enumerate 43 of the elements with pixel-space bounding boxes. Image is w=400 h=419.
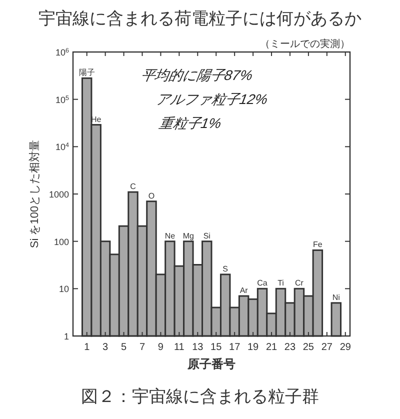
y-tick-label: 10$^{6}$ [55,47,70,58]
annotation: Mg [182,231,194,240]
x-tick-label: 13 [192,342,204,353]
x-tick-label: 5 [121,342,127,353]
x-tick-label: 25 [302,342,314,353]
y-tick-label: 1000 [48,190,69,200]
annotation: Si [203,231,211,240]
annotation: 陽子 [78,68,95,78]
annotation: 重粒子1% [158,115,223,131]
annotation: Cr [294,278,304,288]
y-tick-label: 10$^{4}$ [55,142,70,152]
annotation: Fe [313,240,323,250]
x-tick-label: 27 [321,342,333,353]
x-tick-label: 11 [174,342,185,353]
x-tick-label: 1 [84,342,90,353]
x-tick-label: 21 [266,342,278,353]
x-tick-label: 23 [284,342,296,353]
y-axis-title: Si を100とした相対量 [28,140,41,248]
y-tick-label: 100 [54,236,69,247]
x-tick-label: 15 [210,342,222,353]
annotation: Ne [164,231,176,240]
chart-subtitle: （ミールでの実測） [260,38,350,50]
x-tick-label: 17 [229,342,241,353]
annotation: アルファ粒子12% [154,91,270,107]
chart-title: 宇宙線に含まれる荷電粒子には何があるか [38,9,362,28]
y-tick-label: 10 [58,284,69,294]
y-tick-label: 1 [64,332,69,342]
x-tick-label: 3 [102,342,109,353]
y-tick-label: 10$^{5}$ [55,94,70,105]
annotation: Ar [240,286,248,295]
annotation: Ni [332,292,340,302]
x-tick-label: 19 [247,342,260,353]
annotation: 平均的に陽子87% [140,67,254,83]
x-tick-label: 29 [340,342,352,353]
annotation: S [222,264,228,274]
annotation: C [130,182,136,192]
x-axis-title: 原子番号 [186,357,236,371]
x-tick-label: 9 [158,342,164,353]
annotation: Ca [257,278,268,288]
caption: 図２：宇宙線に含まれる粒子群 [81,387,319,406]
annotation: Ti [278,278,284,288]
annotation: O [148,191,155,200]
x-tick-label: 7 [139,342,146,353]
